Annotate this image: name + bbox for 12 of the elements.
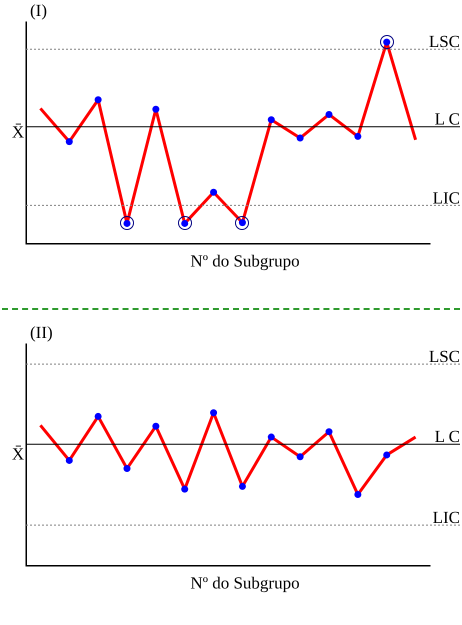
ref-line-label: L C bbox=[434, 110, 460, 129]
chart-title: (I) bbox=[30, 0, 47, 20]
x-axis-title: Nº do Subgrupo bbox=[190, 252, 300, 271]
ref-line-label: LSC bbox=[428, 32, 460, 52]
x-axis-title: Nº do Subgrupo bbox=[190, 574, 300, 593]
ref-line-label: LIC bbox=[432, 188, 460, 208]
ref-line-label: L C bbox=[434, 427, 460, 446]
y-axis-title: X̄ bbox=[12, 444, 24, 464]
ref-line-label: LIC bbox=[432, 508, 460, 528]
y-axis-title: X̄ bbox=[12, 122, 24, 142]
ref-line-label: LSC bbox=[428, 347, 460, 366]
chart-title: (II) bbox=[30, 322, 53, 342]
